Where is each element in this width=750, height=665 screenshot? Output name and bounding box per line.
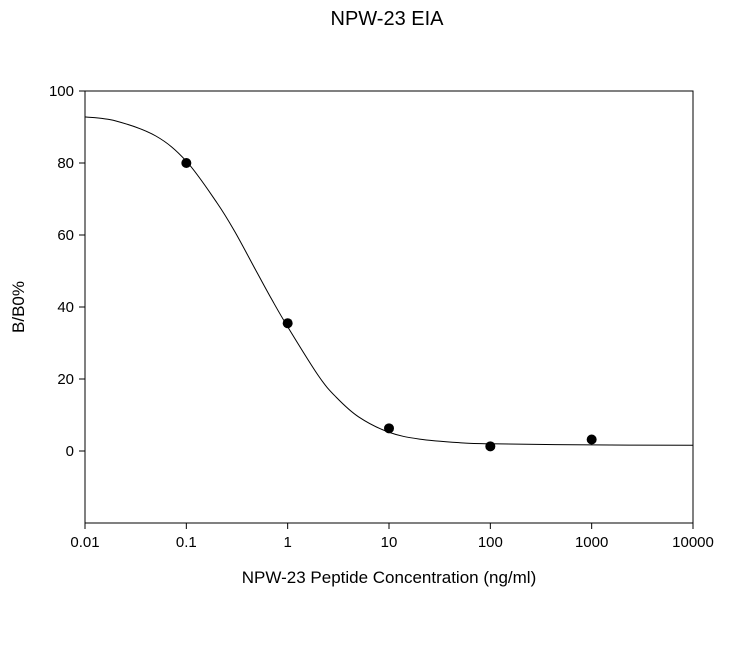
chart-title: NPW-23 EIA bbox=[331, 8, 445, 30]
y-tick-label: 20 bbox=[57, 371, 74, 388]
y-tick-label: 100 bbox=[49, 83, 74, 100]
x-tick-label: 0.01 bbox=[70, 534, 99, 551]
y-axis-label: B/B0% bbox=[9, 281, 28, 333]
data-point bbox=[586, 434, 597, 445]
y-tick-label: 80 bbox=[57, 155, 74, 172]
data-point bbox=[384, 423, 394, 434]
data-point bbox=[282, 318, 293, 329]
fit-curve bbox=[84, 116, 694, 446]
y-axis: 0 20 40 60 80 100 bbox=[49, 83, 85, 460]
y-tick-label: 60 bbox=[57, 227, 74, 244]
x-axis-label: NPW-23 Peptide Concentration (ng/ml) bbox=[242, 568, 537, 587]
data-points bbox=[181, 158, 597, 452]
x-tick-label: 1000 bbox=[575, 534, 608, 551]
y-tick-label: 0 bbox=[66, 443, 74, 460]
plot-frame bbox=[84, 90, 694, 524]
x-tick-label: 0.1 bbox=[176, 534, 197, 551]
x-axis: 0.01 0.1 1 10 100 1000 10000 bbox=[70, 523, 714, 551]
x-tick-label: 1 bbox=[283, 534, 291, 551]
y-tick-label: 40 bbox=[57, 299, 74, 316]
x-tick-label: 10000 bbox=[672, 534, 714, 551]
data-point bbox=[485, 441, 496, 452]
x-tick-label: 10 bbox=[381, 534, 398, 551]
data-point bbox=[181, 158, 192, 168]
x-tick-label: 100 bbox=[478, 534, 503, 551]
